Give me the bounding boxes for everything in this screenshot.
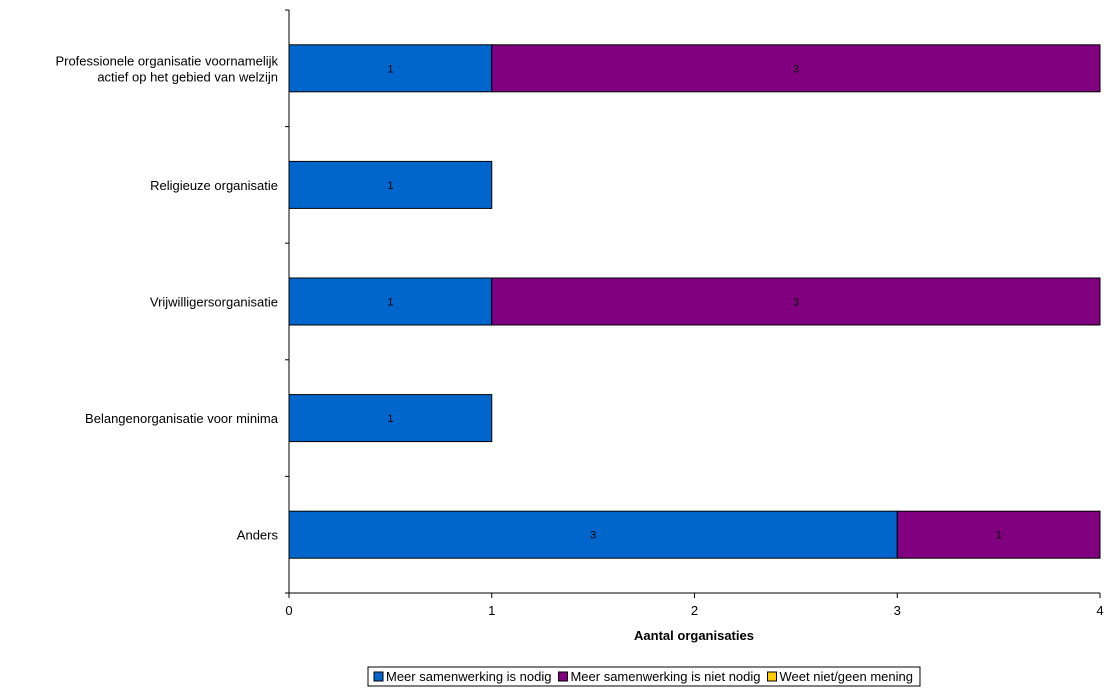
bar [288,277,493,326]
category-label: Professionele organisatie voornamelijk [55,53,278,68]
data-label: 1 [996,530,1002,542]
legend: Meer samenwerking is nodig Meer samenwerk… [367,666,921,687]
legend-box [367,666,921,687]
data-label: 1 [387,413,393,425]
legend-label: Weet niet/geen mening [780,669,913,684]
legend-swatch [373,671,384,682]
category-label: Anders [237,528,279,543]
data-label: 1 [387,180,393,192]
data-labels-group: 1 3 1 1 3 1 3 1 [387,63,1001,541]
x-axis-title: Aantal organisaties [634,628,754,643]
bar [288,160,493,209]
x-tick-label: 4 [1096,603,1103,618]
bar [288,44,493,93]
data-label: 3 [793,63,799,75]
x-tick-label: 2 [691,603,698,618]
x-tick-label: 1 [488,603,495,618]
x-tick-label: 0 [285,603,292,618]
legend-swatch [557,671,568,682]
category-label: actief op het gebied van welzijn [97,69,278,84]
data-label: 3 [793,297,799,309]
bar [491,44,1101,93]
data-label: 3 [590,530,596,542]
legend-swatch [767,671,778,682]
category-label: Belangenorganisatie voor minima [85,411,279,426]
bar [288,510,898,559]
x-tick-label: 3 [894,603,901,618]
bars-group [288,44,1101,559]
legend-label: Meer samenwerking is niet nodig [570,669,760,684]
category-label: Religieuze organisatie [150,178,278,193]
x-ticks-group: 0 1 2 3 4 [285,593,1104,618]
category-labels-group: Professionele organisatie voornamelijkac… [55,53,278,542]
bar [896,510,1101,559]
bar [288,394,493,443]
bar [491,277,1101,326]
data-label: 1 [387,297,393,309]
category-label: Vrijwilligersorganisatie [150,295,278,310]
data-label: 1 [387,63,393,75]
legend-label: Meer samenwerking is nodig [386,669,551,684]
